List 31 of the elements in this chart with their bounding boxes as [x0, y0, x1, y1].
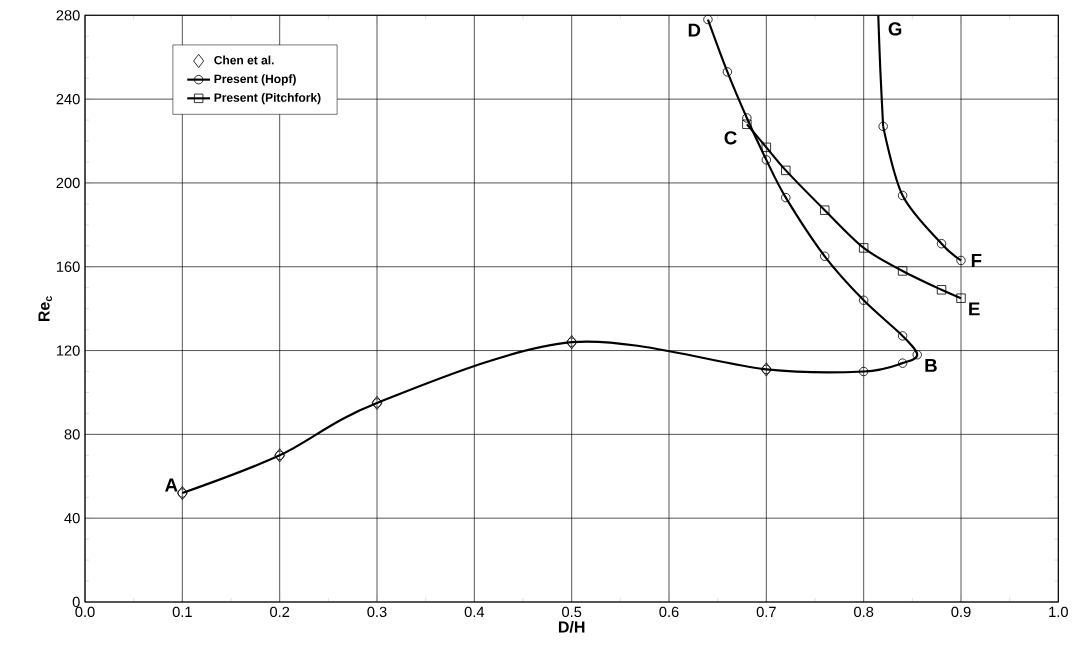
x-tick-label: 0.8 [854, 606, 874, 618]
legend-label: Present (Pitchfork) [214, 92, 321, 105]
legend-label: Present (Hopf) [214, 74, 296, 86]
annotation: A [165, 478, 178, 492]
x-tick-label: 0.4 [464, 606, 485, 618]
x-tick-label: 0.2 [270, 606, 290, 618]
y-axis-title: Re$_{c}$ [38, 296, 53, 322]
y-tick-label: 0 [72, 596, 80, 608]
x-tick-label: 0.0 [75, 606, 95, 618]
x-tick-label: 0.1 [172, 606, 192, 618]
x-tick-label: 0.3 [367, 606, 387, 618]
y-tick-label: 160 [56, 261, 80, 272]
x-tick-label: 1.0 [1049, 606, 1068, 618]
annotation: G [888, 22, 902, 36]
y-tick-label: 80 [64, 429, 80, 440]
x-tick-label: 0.6 [659, 606, 679, 618]
y-tick-label: 240 [56, 93, 80, 105]
y-tick-label: 280 [56, 10, 80, 21]
y-tick-label: 120 [56, 345, 80, 356]
annotation: D [688, 23, 701, 37]
annotation: C [724, 131, 737, 145]
x-tick-label: 0.7 [756, 606, 776, 618]
x-axis-title: D/H [558, 620, 585, 633]
annotation: B [925, 359, 937, 372]
annotation: E [969, 302, 980, 316]
y-tick-label: 200 [56, 177, 80, 189]
x-tick-label: 0.9 [951, 606, 971, 618]
y-tick-label: 40 [64, 513, 80, 524]
annotation: F [971, 254, 982, 267]
legend-label: Chen et al. [214, 55, 274, 65]
x-tick-label: 0.5 [562, 606, 582, 618]
